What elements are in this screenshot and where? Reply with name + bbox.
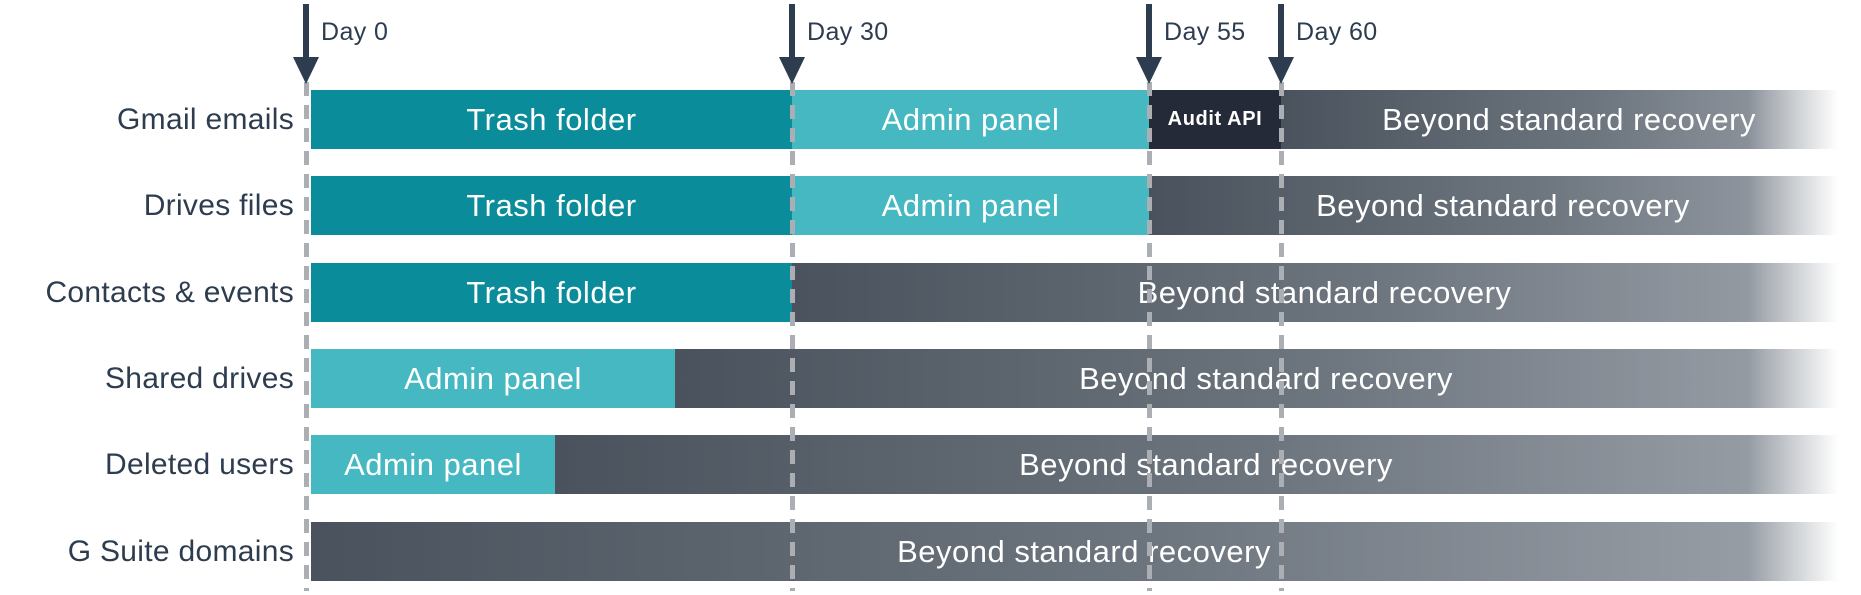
milestone-arrowhead-icon <box>1136 57 1162 84</box>
segment-label: Beyond standard recovery <box>1382 101 1756 137</box>
row-contacts-events: Trash folder Beyond standard recovery <box>0 263 1861 322</box>
milestone-arrowhead-icon <box>779 57 805 84</box>
segment-trash-contacts-events: Trash folder <box>311 263 792 322</box>
segment-label: Admin panel <box>881 101 1060 137</box>
segment-label: Audit API <box>1167 108 1263 130</box>
segment-label: Beyond standard recovery <box>1019 446 1393 482</box>
segment-trash-gmail-emails: Trash folder <box>311 90 792 149</box>
row-label-drives-files: Drives files <box>143 189 294 222</box>
milestone-arrow-icon <box>789 4 795 58</box>
milestone-arrow-icon <box>1146 4 1152 58</box>
segment-admin-shared-drives: Admin panel <box>311 349 675 408</box>
segment-beyond-drives-files: Beyond standard recovery <box>1149 176 1857 235</box>
row-label-contacts-events: Contacts & events <box>45 276 294 309</box>
milestone-dashed-line-day-60 <box>1279 82 1284 591</box>
segment-label: Admin panel <box>881 187 1060 223</box>
milestone-arrow-icon <box>1278 4 1284 58</box>
row-shared-drives: Admin panel Beyond standard recovery <box>0 349 1861 408</box>
row-g-suite-domains: Beyond standard recovery <box>0 522 1861 581</box>
segment-beyond-deleted-users: Beyond standard recovery <box>555 435 1857 494</box>
row-deleted-users: Admin panel Beyond standard recovery <box>0 435 1861 494</box>
segment-label: Admin panel <box>344 446 522 482</box>
segment-beyond-gmail-emails: Beyond standard recovery <box>1281 90 1857 149</box>
row-drives-files: Trash folder Admin panel Beyond standard r… <box>0 176 1861 235</box>
segment-admin-drives-files: Admin panel <box>792 176 1149 235</box>
segment-audit-gmail-emails: Audit API <box>1149 90 1281 149</box>
segment-label: Beyond standard recovery <box>1079 360 1453 396</box>
segment-label: Beyond standard recovery <box>897 533 1271 569</box>
milestone-dashed-line-day-30 <box>790 82 795 591</box>
segment-label: Admin panel <box>404 360 582 396</box>
row-label-shared-drives: Shared drives <box>105 362 294 395</box>
segment-label: Beyond standard recovery <box>1137 274 1512 310</box>
segment-trash-drives-files: Trash folder <box>311 176 792 235</box>
milestone-dashed-line-day-55 <box>1147 82 1152 591</box>
segment-admin-deleted-users: Admin panel <box>311 435 555 494</box>
segment-label: Trash folder <box>466 187 637 223</box>
segment-label: Beyond standard recovery <box>1316 187 1690 223</box>
row-label-gmail-emails: Gmail emails <box>117 103 294 136</box>
segment-beyond-contacts-events: Beyond standard recovery <box>792 263 1857 322</box>
milestone-day-label-day-60: Day 60 <box>1296 18 1378 46</box>
milestone-arrowhead-icon <box>293 57 319 84</box>
segment-label: Trash folder <box>466 274 637 310</box>
bars-right-fade <box>1748 84 1861 590</box>
segment-admin-gmail-emails: Admin panel <box>792 90 1149 149</box>
milestone-day-label-day-55: Day 55 <box>1164 18 1246 46</box>
row-gmail-emails: Trash folder Admin panel Audit API Beyond s… <box>0 90 1861 149</box>
milestone-dashed-line-day-0 <box>304 82 309 591</box>
milestone-arrowhead-icon <box>1268 57 1294 84</box>
milestone-day-label-day-30: Day 30 <box>807 18 889 46</box>
row-label-g-suite-domains: G Suite domains <box>67 535 294 568</box>
segment-beyond-shared-drives: Beyond standard recovery <box>675 349 1857 408</box>
milestone-day-label-day-0: Day 0 <box>321 18 389 46</box>
milestone-arrow-icon <box>303 4 309 58</box>
segment-beyond-g-suite-domains: Beyond standard recovery <box>311 522 1857 581</box>
row-label-deleted-users: Deleted users <box>105 448 294 481</box>
segment-label: Trash folder <box>466 101 637 137</box>
